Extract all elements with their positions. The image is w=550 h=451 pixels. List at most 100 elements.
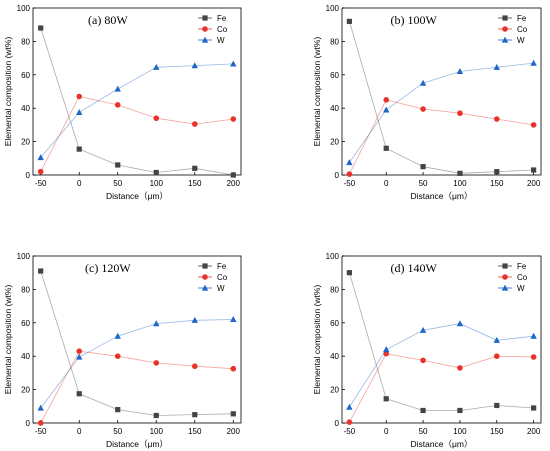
y-tick-label: 80 xyxy=(21,285,30,294)
legend-label-fe: Fe xyxy=(217,14,227,23)
data-point-co xyxy=(493,353,500,360)
series-line-fe xyxy=(349,21,534,174)
y-tick-label: 20 xyxy=(330,386,339,395)
x-tick-label: 150 xyxy=(188,427,202,436)
y-tick-label: 60 xyxy=(21,319,30,328)
data-point-fe xyxy=(192,165,198,171)
data-point-w xyxy=(76,353,83,360)
data-point-fe xyxy=(420,407,426,414)
data-point-co xyxy=(493,116,500,122)
x-tick-label: 150 xyxy=(188,179,202,188)
data-point-fe xyxy=(76,391,82,397)
y-tick-label: 0 xyxy=(335,171,340,180)
y-tick-label: 80 xyxy=(330,37,339,46)
plot-frame xyxy=(32,255,242,424)
data-point-co xyxy=(383,97,390,103)
x-tick-label: 50 xyxy=(113,427,122,436)
data-point-w xyxy=(456,320,464,327)
legend-label-co: Co xyxy=(217,273,228,282)
data-point-w xyxy=(37,154,44,161)
data-point-fe xyxy=(383,396,389,402)
data-point-w xyxy=(114,332,121,339)
y-tick-label: 100 xyxy=(326,4,340,13)
data-point-w xyxy=(76,108,83,115)
x-tick-label: 100 xyxy=(453,179,467,188)
y-axis-title: Elemental composition (wt%) xyxy=(312,37,322,147)
data-point-w xyxy=(456,68,464,75)
y-axis-title: Elemental composition (wt%) xyxy=(312,285,322,395)
y-tick-label: 60 xyxy=(21,71,30,80)
data-point-w xyxy=(153,320,160,327)
legend-label-fe: Fe xyxy=(217,262,227,271)
x-tick-label: 150 xyxy=(490,427,504,436)
data-point-co xyxy=(530,354,537,360)
data-point-co xyxy=(420,357,426,364)
data-point-co xyxy=(37,168,44,175)
data-point-fe xyxy=(346,18,352,24)
series-line-co xyxy=(349,353,534,423)
data-point-fe xyxy=(494,402,500,409)
data-point-w xyxy=(37,404,44,411)
legend-marker-w xyxy=(201,284,209,291)
data-point-fe xyxy=(153,169,159,176)
data-point-co xyxy=(153,360,160,366)
legend-marker-fe xyxy=(502,263,508,269)
legend-marker-co xyxy=(502,26,508,32)
data-point-fe xyxy=(457,407,463,414)
data-point-fe xyxy=(531,405,537,411)
y-tick-label: 20 xyxy=(330,138,339,147)
data-point-w xyxy=(530,59,537,66)
data-point-w xyxy=(191,62,198,69)
legend-marker-w xyxy=(201,36,209,43)
legend-marker-fe xyxy=(502,15,508,21)
panel-title: (b) 100W xyxy=(390,13,437,27)
y-tick-label: 0 xyxy=(335,419,340,428)
data-point-fe xyxy=(531,167,537,173)
series-line-co xyxy=(40,96,234,172)
data-point-co xyxy=(76,93,83,100)
x-axis-title: Distance（μm） xyxy=(106,439,168,449)
data-point-w xyxy=(530,332,537,339)
data-point-fe xyxy=(230,411,236,417)
x-tick-label: 200 xyxy=(527,427,541,436)
chart-panel-3: 0 20 40 60 80 100 -50 0 50 100 150 200 Distance（μm） E… xyxy=(3,252,242,449)
legend-marker-fe xyxy=(202,263,208,269)
data-point-w xyxy=(419,326,427,333)
legend-label-co: Co xyxy=(217,25,228,34)
y-tick-label: 80 xyxy=(21,37,30,46)
legend-label-w: W xyxy=(217,36,225,45)
series-line-co xyxy=(40,350,234,424)
y-axis-title: Elemental composition (wt%) xyxy=(3,285,13,395)
x-tick-label: 150 xyxy=(490,179,504,188)
legend-label-co: Co xyxy=(517,273,528,282)
legend-label-w: W xyxy=(517,284,525,293)
y-axis-title: Elemental composition (wt%) xyxy=(3,37,13,147)
y-tick-label: 100 xyxy=(17,252,31,261)
data-point-fe xyxy=(76,146,82,152)
data-point-co xyxy=(37,420,44,426)
plot-frame xyxy=(341,255,542,424)
data-point-w xyxy=(419,79,427,86)
x-tick-label: 200 xyxy=(527,179,541,188)
plot-frame xyxy=(32,7,242,176)
legend-label-w: W xyxy=(217,284,225,293)
series-line-fe xyxy=(349,272,534,411)
data-point-fe xyxy=(115,162,121,168)
data-point-fe xyxy=(38,268,44,274)
data-point-w xyxy=(493,63,500,70)
x-tick-label: -50 xyxy=(35,427,47,436)
legend-label-w: W xyxy=(517,36,525,45)
data-point-fe xyxy=(346,270,352,276)
x-axis-title: Distance（μm） xyxy=(410,191,472,201)
chart-panel-1: 0 20 40 60 80 100 -50 0 50 100 150 200 Distance（μm） E… xyxy=(3,4,242,201)
data-point-co xyxy=(76,348,83,354)
data-point-co xyxy=(457,365,463,371)
y-tick-label: 40 xyxy=(21,352,30,361)
x-tick-label: 100 xyxy=(453,427,467,436)
legend-label-fe: Fe xyxy=(517,262,527,271)
chart-panel-4: 0 20 40 60 80 100 -50 0 50 100 150 200 Distance（μm） E… xyxy=(312,252,542,449)
data-point-w xyxy=(346,159,353,166)
panel-title: (a) 80W xyxy=(88,13,128,27)
x-axis-title: Distance（μm） xyxy=(410,439,472,449)
series-line-co xyxy=(349,99,534,175)
